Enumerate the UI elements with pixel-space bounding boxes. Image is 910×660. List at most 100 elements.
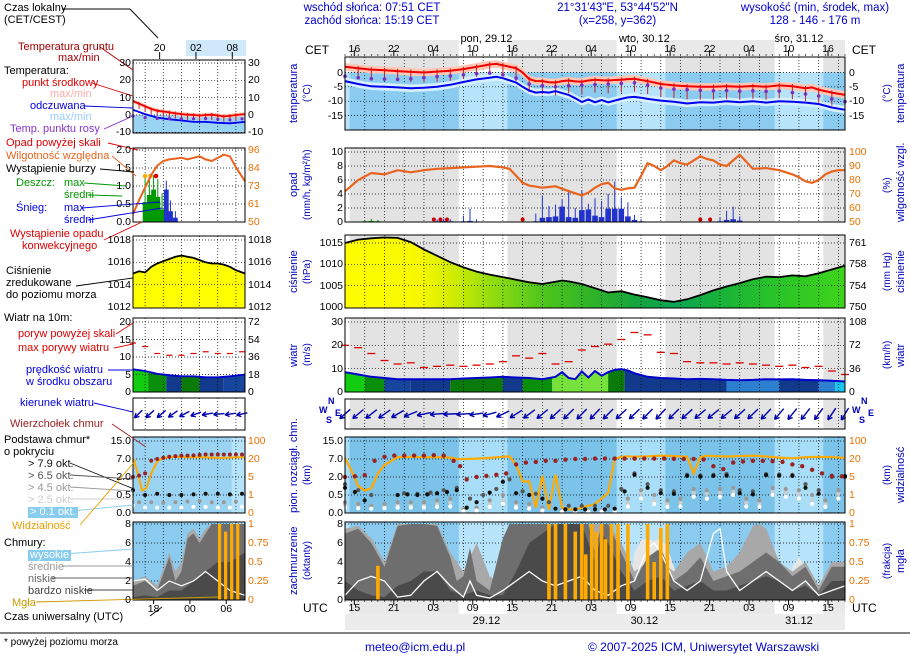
axis-tick-label: 1016 [248,256,272,269]
axis-tick-label: 1018 [248,234,272,246]
mini-utc-tick: 00 [184,603,196,615]
axis-tick-label: 70 [849,188,861,200]
cet-tick: 04 [427,43,440,55]
axis-tick-label: 100 [248,435,266,447]
axis-tick-label: 8 [337,518,343,530]
axis-tick-label: 0 [125,386,131,398]
compass-label: N [861,396,868,406]
axis-tick-label: 758 [849,258,867,271]
axis-title-left: wiatr [288,343,300,367]
cet-tick: 10 [466,43,479,55]
axis-tick-label: 0.0 [116,216,131,228]
axis-tick-label: 15 [119,333,131,346]
axis-tick-label: 80 [849,174,861,186]
legend-item: Wilgotność względna [6,150,110,162]
axis-tick-label: 5 [849,471,855,483]
axis-tick-label: 10 [119,351,131,363]
axis-tick-label: 0 [849,507,855,519]
utc-label-left: UTC [303,601,328,615]
utc-tick: 15 [348,602,361,614]
axis-tick-label: 0.25 [248,575,269,587]
date-label-bottom: 31.12 [785,615,813,627]
axis-tick-label: 6 [125,537,131,549]
legend-item: > 7.9 okt. [28,458,74,470]
axis-tick-label: 1010 [319,258,343,271]
legend-item: Ciśnienie [6,265,52,277]
axis-title-left-unit: (km) [302,465,313,485]
sunset-text: zachód słońca: 15:19 CET [304,15,440,27]
legend-item: max [64,202,85,214]
axis-tick-label: -10 [327,95,343,108]
legend-item: w środku obszaru [26,376,113,388]
axis-tick-label: 0 [337,66,343,79]
axis-title-left: zachmurzenie [288,526,300,596]
axis-tick-label: -5 [849,80,859,93]
cet-tick: 16 [506,43,519,55]
cet-tick: 04 [743,43,755,55]
axis-tick-label: 0.75 [248,537,269,549]
axis-tick-label: 1018 [107,234,131,246]
altitude-label: wysokość (min, środek, max) [740,2,890,14]
axis-tick-label: 10 [248,91,260,104]
axis-tick-label: 18 [248,368,260,381]
legend-item: prędkość wiatru [26,364,104,376]
legend-item: Śnieg: [16,202,48,214]
axis-tick-label: 1014 [107,278,131,291]
legend-item: max porywy wiatru [18,342,110,354]
axis-tick-label: -5 [333,80,343,93]
utc-tick: 21 [387,602,400,614]
contact-email-link[interactable]: meteo@icm.edu.pl [365,640,466,654]
axis-tick-label: 0.5 [328,489,343,501]
axis-tick-label: 1016 [107,256,131,269]
axis-tick-label: 1.5 [116,162,131,174]
copyright-text: © 2007-2025 ICM, Uniwersytet Warszawski [588,640,820,654]
legend-item: o pokryciu [4,446,55,458]
axis-title-left: pion. rozciągł. chm. [288,418,300,513]
axis-tick-label: 2.0 [116,471,131,483]
mini-cet-tick: 20 [153,42,166,54]
axis-tick-label: 1 [248,489,254,501]
utc-tick: 09 [624,602,637,614]
axis-tick-label: 1005 [319,279,343,292]
axis-title-right: wiatr [895,343,907,367]
axis-tick-label: 5 [125,368,131,381]
cet-tick: 22 [387,43,400,55]
axis-tick-label: 0.25 [849,575,870,587]
axis-tick-label: 4 [125,556,131,568]
legend-item: punkt środkowy [22,77,99,89]
date-label-top: pon, 29.12 [460,33,513,45]
axis-tick-label: 0 [337,386,343,398]
axis-tick-label: 15.0 [322,435,343,447]
axis-tick-label: 20 [248,453,260,465]
axis-title-right-unit: (°C) [882,84,893,103]
axis-tick-label: 10 [331,146,343,158]
axis-tick-label: 0.5 [116,489,131,501]
axis-tick-label: 20 [849,453,861,465]
axis-title-left-unit: (mm/h, kg/m²/h) [302,149,313,221]
axis-tick-label: 100 [849,435,867,447]
utc-tick: 09 [782,602,795,614]
utc-tick: 03 [427,602,440,614]
date-label-bottom: 30.12 [630,615,659,627]
legend-item: średni [64,189,94,201]
axis-tick-label: 30 [331,316,343,328]
legend-item: konwekcyjnego [22,240,98,252]
axis-title-right-unit: (frakcja) [882,542,893,580]
legend-item: Temperatura gruntu [18,41,114,53]
legend-item: Deszcz: [16,177,56,189]
axis-tick-label: 0 [337,594,343,606]
legend-item: wysokie [28,549,72,561]
axis-tick-label: 0 [849,594,855,606]
axis-title-left-unit: (oktanty) [302,541,313,581]
utc-tick: 03 [585,602,598,614]
legend-item: Czas uniwersalny (UTC) [4,611,124,623]
legend-item: > 6.5 okt. [28,470,74,482]
compass-label: W [852,405,861,415]
axis-title-left: temperatura [288,63,300,124]
utc-tick: 21 [703,602,716,614]
compass-label: W [319,405,328,415]
axis-tick-label: 20 [248,74,260,87]
axis-tick-label: 0.75 [849,537,870,549]
axis-tick-label: 0 [248,109,254,121]
